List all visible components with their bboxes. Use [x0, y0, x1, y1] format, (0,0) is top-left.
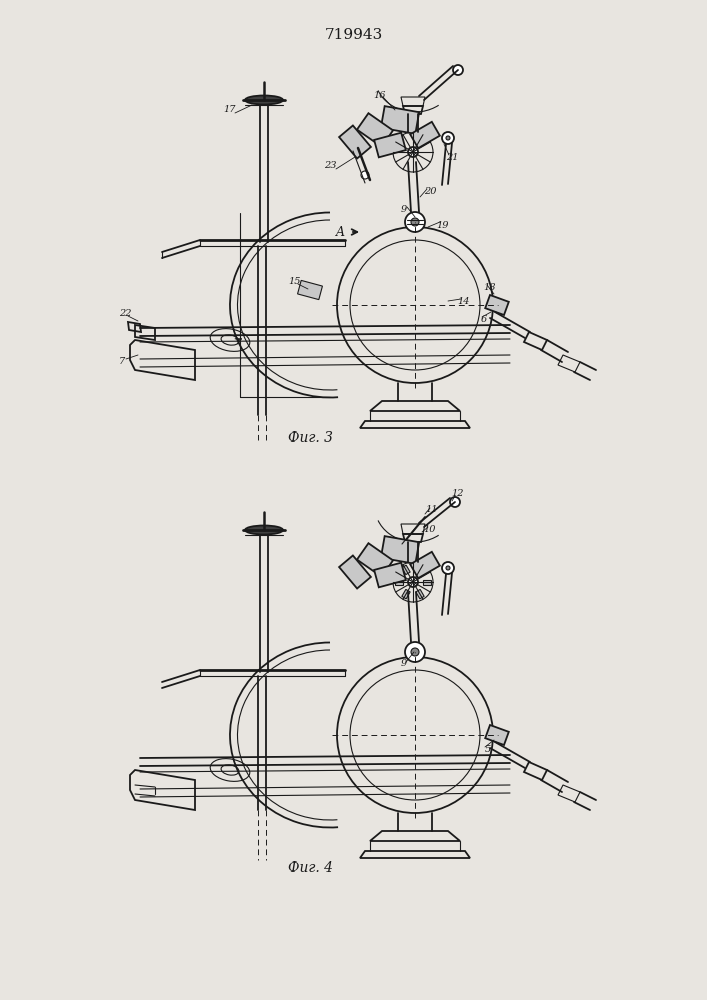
Text: 18: 18: [484, 284, 496, 292]
Text: 7: 7: [119, 358, 125, 366]
Polygon shape: [410, 552, 440, 578]
Polygon shape: [395, 580, 403, 584]
Text: 5: 5: [485, 746, 491, 754]
Text: Фиг. 4: Фиг. 4: [288, 861, 332, 875]
Circle shape: [405, 212, 425, 232]
Polygon shape: [357, 543, 393, 577]
Polygon shape: [381, 106, 419, 134]
Polygon shape: [410, 122, 440, 148]
Polygon shape: [402, 565, 410, 575]
Circle shape: [361, 171, 369, 179]
Polygon shape: [402, 589, 410, 599]
Polygon shape: [485, 295, 509, 315]
Text: 14: 14: [457, 298, 470, 306]
Text: 9: 9: [401, 206, 407, 215]
Polygon shape: [485, 725, 509, 745]
Polygon shape: [416, 589, 424, 599]
Circle shape: [450, 497, 460, 507]
Text: 12: 12: [452, 489, 464, 498]
Text: 19: 19: [437, 221, 449, 230]
Circle shape: [408, 147, 418, 157]
Circle shape: [446, 136, 450, 140]
Circle shape: [411, 218, 419, 226]
Polygon shape: [339, 125, 371, 159]
Text: 20: 20: [423, 188, 436, 196]
Circle shape: [408, 577, 418, 587]
Text: 11: 11: [426, 506, 438, 514]
Text: 6: 6: [481, 316, 487, 324]
Polygon shape: [381, 536, 419, 564]
Text: 17: 17: [223, 105, 236, 114]
Text: Фиг. 3: Фиг. 3: [288, 431, 332, 445]
Text: 15: 15: [288, 277, 301, 286]
Circle shape: [442, 562, 454, 574]
Text: 719943: 719943: [325, 28, 383, 42]
Polygon shape: [416, 565, 424, 575]
Polygon shape: [339, 555, 371, 589]
Circle shape: [405, 642, 425, 662]
Ellipse shape: [245, 96, 283, 104]
Text: 23: 23: [324, 161, 337, 170]
Text: 9: 9: [401, 660, 407, 668]
Polygon shape: [374, 563, 406, 587]
Circle shape: [411, 648, 419, 656]
Polygon shape: [298, 280, 322, 300]
Polygon shape: [357, 113, 393, 147]
Ellipse shape: [245, 526, 283, 534]
Polygon shape: [374, 133, 406, 157]
Circle shape: [442, 132, 454, 144]
Text: 16: 16: [374, 91, 386, 100]
Text: 22: 22: [119, 310, 132, 318]
Text: A: A: [336, 226, 344, 238]
Circle shape: [453, 65, 463, 75]
Text: 10: 10: [423, 526, 436, 534]
Circle shape: [446, 566, 450, 570]
Polygon shape: [423, 580, 431, 584]
Text: 21: 21: [445, 153, 458, 162]
